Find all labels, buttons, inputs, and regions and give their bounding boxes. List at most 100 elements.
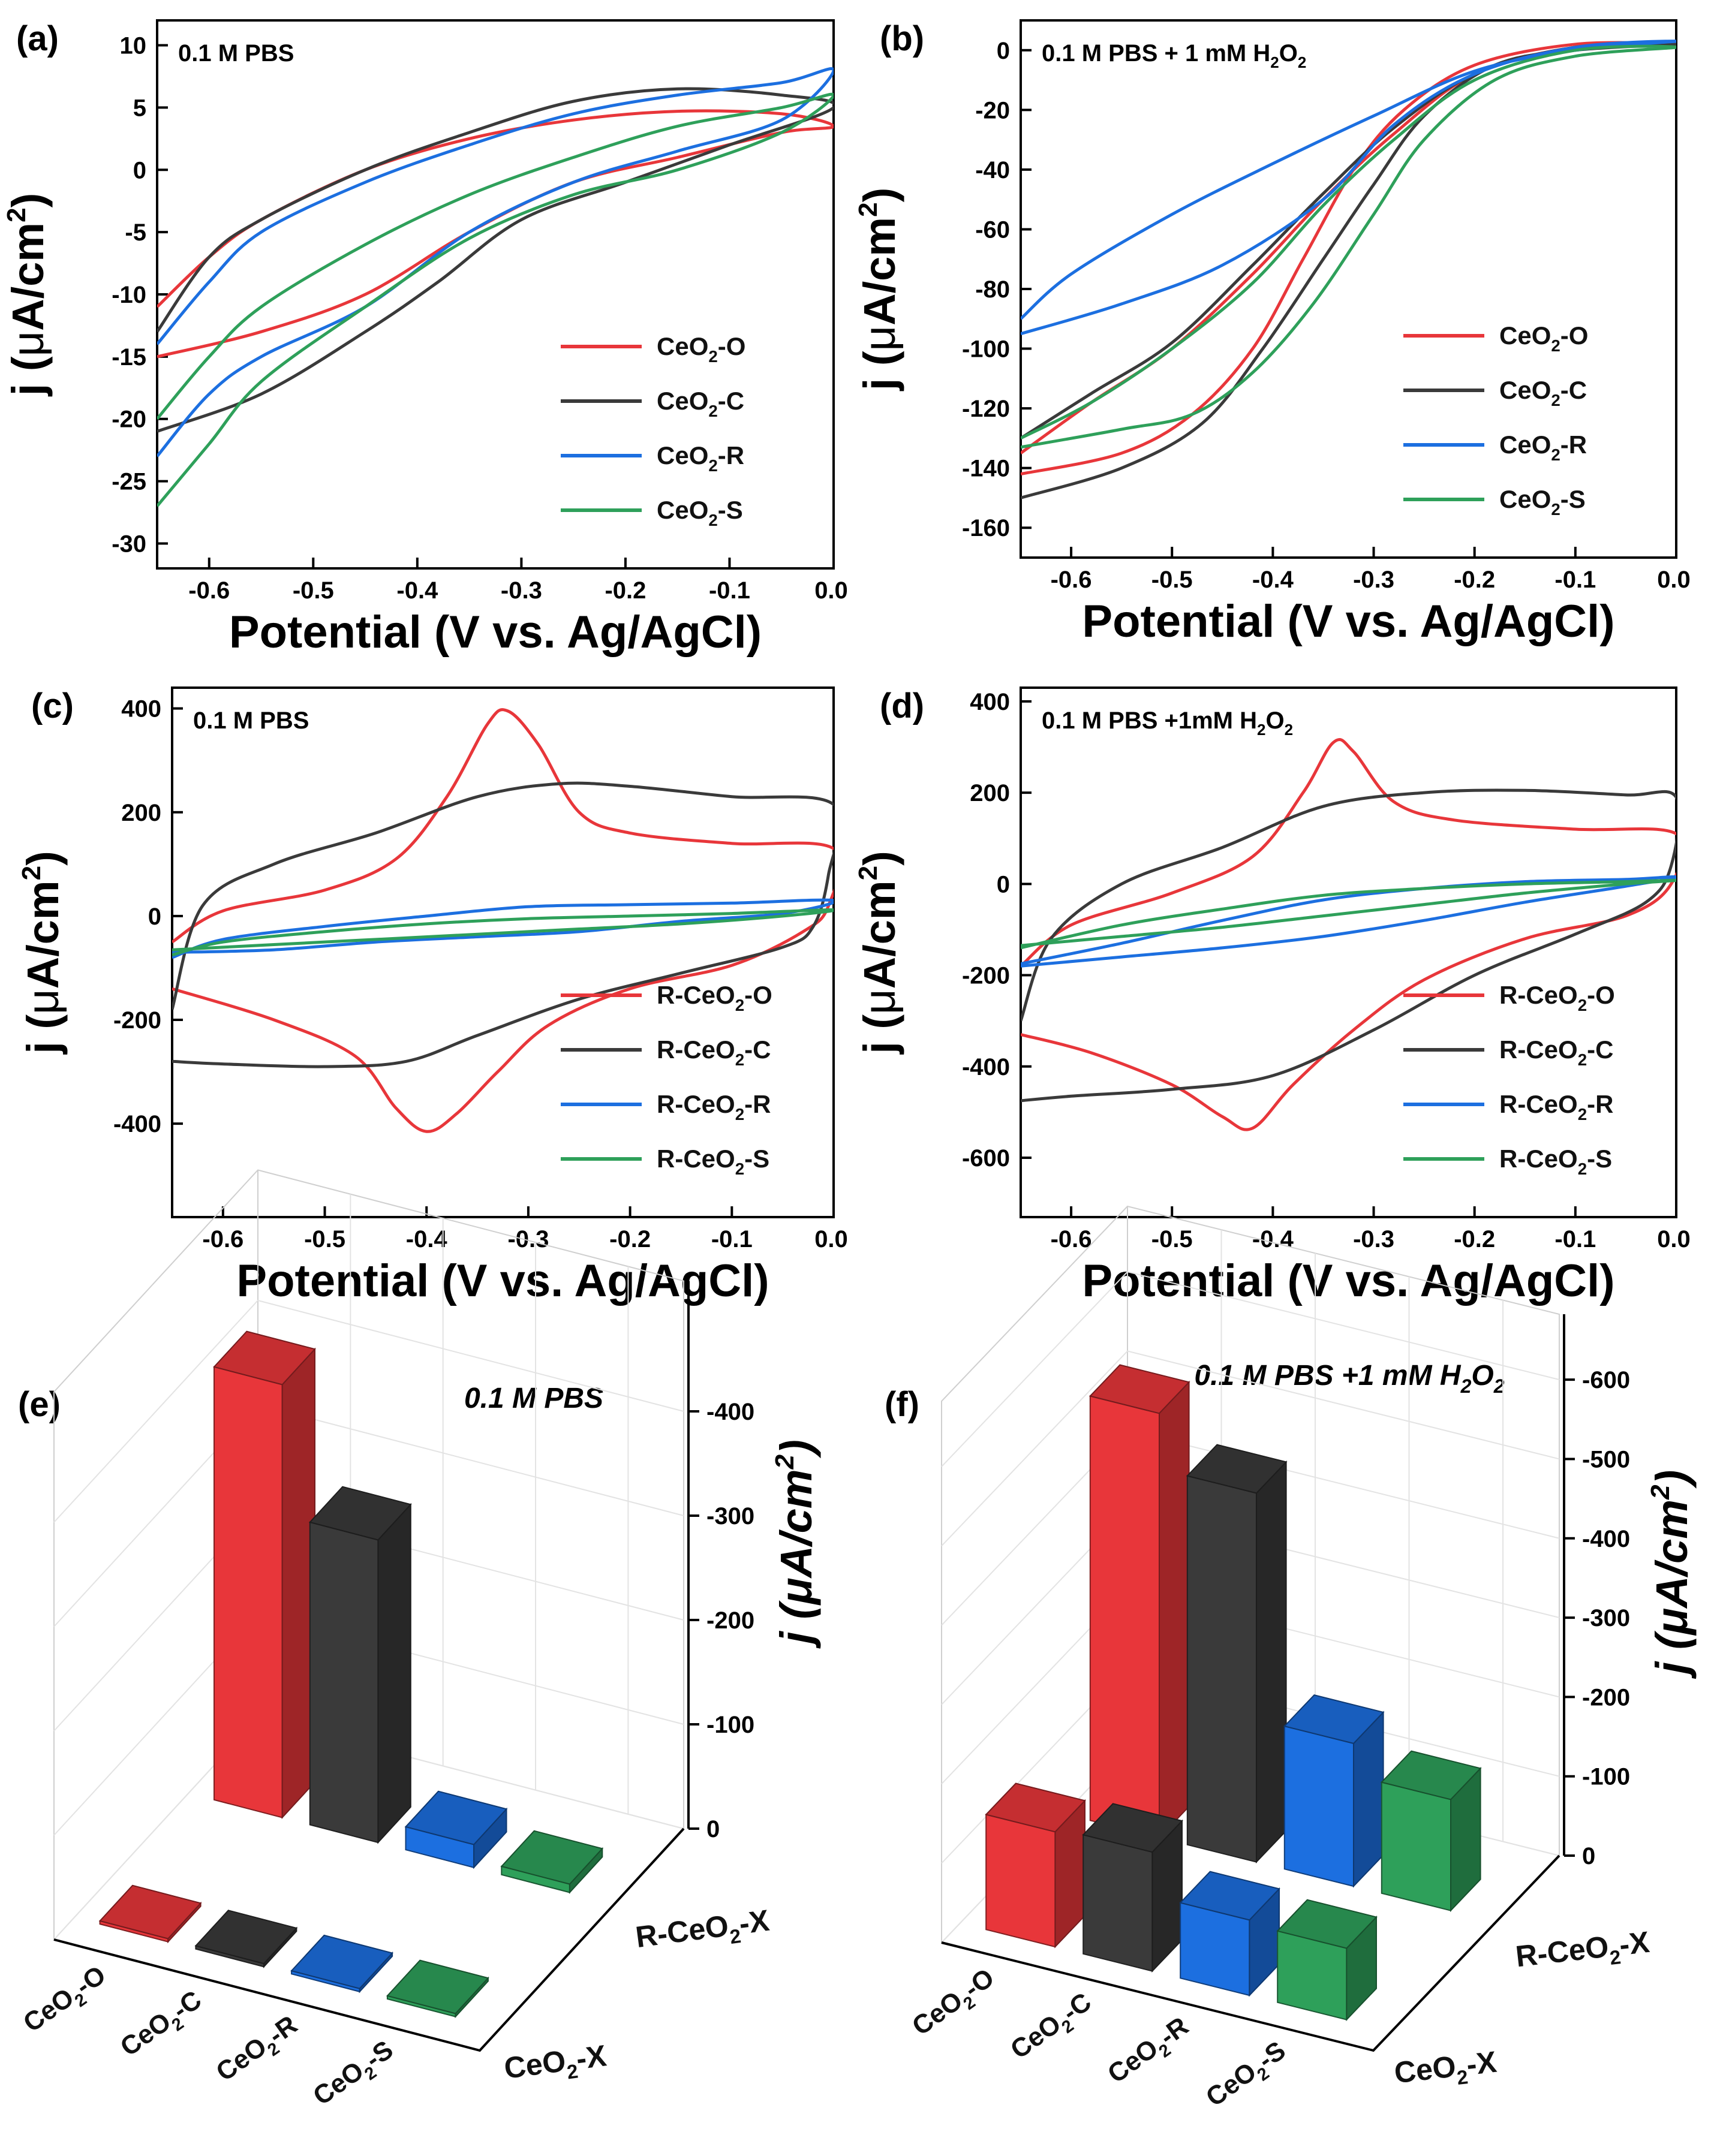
panel-d-xtick-label: -0.1 bbox=[1554, 1226, 1596, 1252]
panel-e-zaxis-label-main: j ( bbox=[771, 1600, 821, 1649]
panel-f-category-label-c: CeO2-C bbox=[1005, 1987, 1100, 2069]
panel-e-ztick-label: -300 bbox=[706, 1503, 754, 1529]
panel-d-legend-label-s-sub: 2 bbox=[1578, 1160, 1587, 1178]
panel-f-back-axis-label-sub: 2 bbox=[1608, 1946, 1622, 1969]
panel-c-legend-label-s: R-CeO2-S bbox=[657, 1145, 769, 1178]
panel-f-label: (f) bbox=[885, 1385, 919, 1424]
panel-d-xaxis-label: Potential (V vs. Ag/AgCl) bbox=[1082, 1255, 1614, 1306]
panel-e-zaxis-label-unit: A/cm bbox=[771, 1469, 821, 1579]
panel-f-back-axis-label-suffix: -X bbox=[1617, 1925, 1651, 1962]
panel-b-curves bbox=[1021, 40, 1676, 499]
panel-a-legend-label-o-sub: 2 bbox=[708, 347, 717, 366]
panel-b-xtick-label: -0.5 bbox=[1151, 567, 1193, 593]
panel-f-bar-top bbox=[1088, 1364, 1190, 1414]
panel-a-xtick-label: -0.2 bbox=[605, 577, 646, 604]
panel-d-yaxis-label-end: ) bbox=[855, 851, 904, 866]
panel-f-grid-hline bbox=[941, 1350, 1560, 1547]
panel-d-xtick-label: -0.3 bbox=[1353, 1226, 1394, 1252]
panel-e-category-label-r: CeO2-R bbox=[211, 2010, 306, 2091]
panel-e-row-axis-label-prefix: CeO bbox=[502, 2044, 567, 2085]
panel-c-annotation: 0.1 M PBS bbox=[193, 707, 309, 734]
panel-f-ztick-label: -400 bbox=[1582, 1526, 1630, 1552]
panel-d-annotation-main: 0.1 M PBS +1mM H bbox=[1042, 707, 1257, 734]
panel-d-annotation-sub: 2 bbox=[1257, 721, 1265, 739]
panel-e-bar-r-s bbox=[500, 1830, 604, 1894]
panel-b-xaxis-label: Potential (V vs. Ag/AgCl) bbox=[1082, 596, 1614, 647]
panel-b-ytick-label: -100 bbox=[962, 336, 1010, 363]
panel-e-back-axis-label: R-CeO2-X bbox=[634, 1904, 772, 1960]
panel-d-xtick-label: -0.6 bbox=[1051, 1226, 1092, 1252]
panel-c-legend-label-s-sub: 2 bbox=[735, 1160, 744, 1178]
panel-e-bar-top bbox=[98, 1884, 202, 1940]
panel-e-bar-top bbox=[500, 1830, 604, 1885]
panel-e-bar-r-r bbox=[404, 1790, 508, 1869]
panel-a-ytick-label: -20 bbox=[112, 406, 146, 433]
panel-c-curve-c bbox=[172, 781, 834, 1068]
panel-f-bar-front bbox=[1089, 1395, 1160, 1839]
panel-c-legend-label-s-prefix: R-CeO bbox=[657, 1145, 735, 1173]
panel-b-legend-label-c-suffix: -C bbox=[1560, 376, 1587, 404]
panel-e-category-label-r-prefix: CeO bbox=[211, 2032, 272, 2087]
panel-b-legend-label-c-sub: 2 bbox=[1551, 391, 1560, 409]
panel-f-bar-top bbox=[1380, 1750, 1482, 1800]
panel-c-ytick-label: -200 bbox=[113, 1007, 161, 1034]
panel-a-legend-label-s-prefix: CeO bbox=[657, 496, 708, 524]
panel-d-legend-label-r: R-CeO2-R bbox=[1499, 1090, 1613, 1124]
panel-e-bar-o bbox=[98, 1884, 202, 1944]
panel-a-annotation: 0.1 M PBS bbox=[178, 40, 294, 67]
panel-b-xtick-label: -0.4 bbox=[1252, 567, 1294, 593]
panel-a-legend-label-s-sub: 2 bbox=[708, 511, 717, 529]
panel-b-legend-label-r-suffix: -R bbox=[1560, 430, 1587, 459]
panel-c-legend-label-o-sub: 2 bbox=[735, 996, 744, 1014]
panel-b-legend-label-o-sub: 2 bbox=[1551, 336, 1560, 355]
panel-d-annotation-sub2: 2 bbox=[1285, 721, 1293, 739]
panel-c-legend-label-c-suffix: -C bbox=[744, 1035, 771, 1064]
panel-d-annotation-tail: O bbox=[1265, 707, 1284, 734]
panel-b-annotation-sub2: 2 bbox=[1298, 53, 1306, 71]
panel-c-plot-frame bbox=[171, 686, 835, 1218]
panel-c-ytick-label: 200 bbox=[121, 800, 161, 826]
panel-b-ytick-label: -80 bbox=[975, 276, 1010, 303]
panel-d-legend-label-c-prefix: R-CeO bbox=[1499, 1035, 1578, 1064]
panel-e-back-axis-label-sub: 2 bbox=[729, 1925, 742, 1948]
panel-f-zaxis-label-main: j ( bbox=[1647, 1630, 1697, 1679]
panel-f-title-tail: O bbox=[1471, 1360, 1493, 1392]
panel-f-bar-top bbox=[1179, 1871, 1280, 1921]
panel-f-grid-hline bbox=[941, 1271, 1560, 1467]
panel-f-title-main: 0.1 M PBS +1 mM H bbox=[1194, 1360, 1461, 1392]
panel-b-annotation-main: 0.1 M PBS + 1 mM H bbox=[1042, 40, 1270, 67]
panel-c-legend-label-o-prefix: R-CeO bbox=[657, 981, 735, 1009]
panel-b-legend-label-o-suffix: -O bbox=[1560, 321, 1589, 350]
panel-c-xtick-label: -0.4 bbox=[406, 1226, 448, 1252]
panel-f-bar-front bbox=[1186, 1475, 1257, 1863]
panel-f-title-sub2: 2 bbox=[1493, 1375, 1505, 1397]
panel-b-legend-label-s-suffix: -S bbox=[1560, 485, 1586, 513]
panel-f-ztick-label: -100 bbox=[1582, 1764, 1630, 1790]
panel-e-row-axis-label-sub: 2 bbox=[566, 2060, 579, 2083]
panel-d-yaxis-label-unit: A/cm bbox=[855, 880, 904, 989]
panel-a-legend-label-o-prefix: CeO bbox=[657, 332, 708, 360]
panel-b-legend-label-c-prefix: CeO bbox=[1499, 376, 1551, 404]
panel-d-xtick-label: -0.5 bbox=[1151, 1226, 1193, 1252]
panel-c-yaxis-label-mu: μ bbox=[18, 989, 68, 1014]
panel-d-ytick-label: -600 bbox=[962, 1145, 1010, 1172]
panel-f-bar-front bbox=[1283, 1725, 1354, 1887]
panel-d-ytick-label: 400 bbox=[970, 689, 1010, 715]
panel-e-row-axis-label: CeO2-X bbox=[502, 2038, 609, 2091]
panel-a-legend-label-s-suffix: -S bbox=[718, 496, 743, 524]
panel-f-category-label-s: CeO2-S bbox=[1201, 2035, 1294, 2117]
panel-c-yaxis-label-sup: 2 bbox=[17, 866, 46, 880]
panel-a-legend-label-r: CeO2-R bbox=[657, 441, 744, 475]
panel-c-legend-label-o: R-CeO2-O bbox=[657, 981, 772, 1014]
panel-b-xtick-label: -0.2 bbox=[1454, 567, 1495, 593]
panel-e-category-label-c: CeO2-C bbox=[115, 1985, 211, 2067]
panel-a-legend-label-o-suffix: -O bbox=[718, 332, 746, 360]
panel-a-xtick-label: -0.6 bbox=[188, 577, 230, 604]
panel-d-legend-label-o-sub: 2 bbox=[1578, 996, 1587, 1014]
panel-a-legend-label-c: CeO2-C bbox=[657, 387, 744, 420]
panel-b-legend-label-r: CeO2-R bbox=[1499, 430, 1587, 464]
panel-f-zaxis-label: j (μA/cm2) bbox=[1646, 1470, 1697, 1679]
panel-f-bar-side bbox=[1256, 1460, 1287, 1864]
panel-d-legend-label-o: R-CeO2-O bbox=[1499, 981, 1615, 1014]
panel-c-xtick-label: 0.0 bbox=[814, 1226, 848, 1252]
